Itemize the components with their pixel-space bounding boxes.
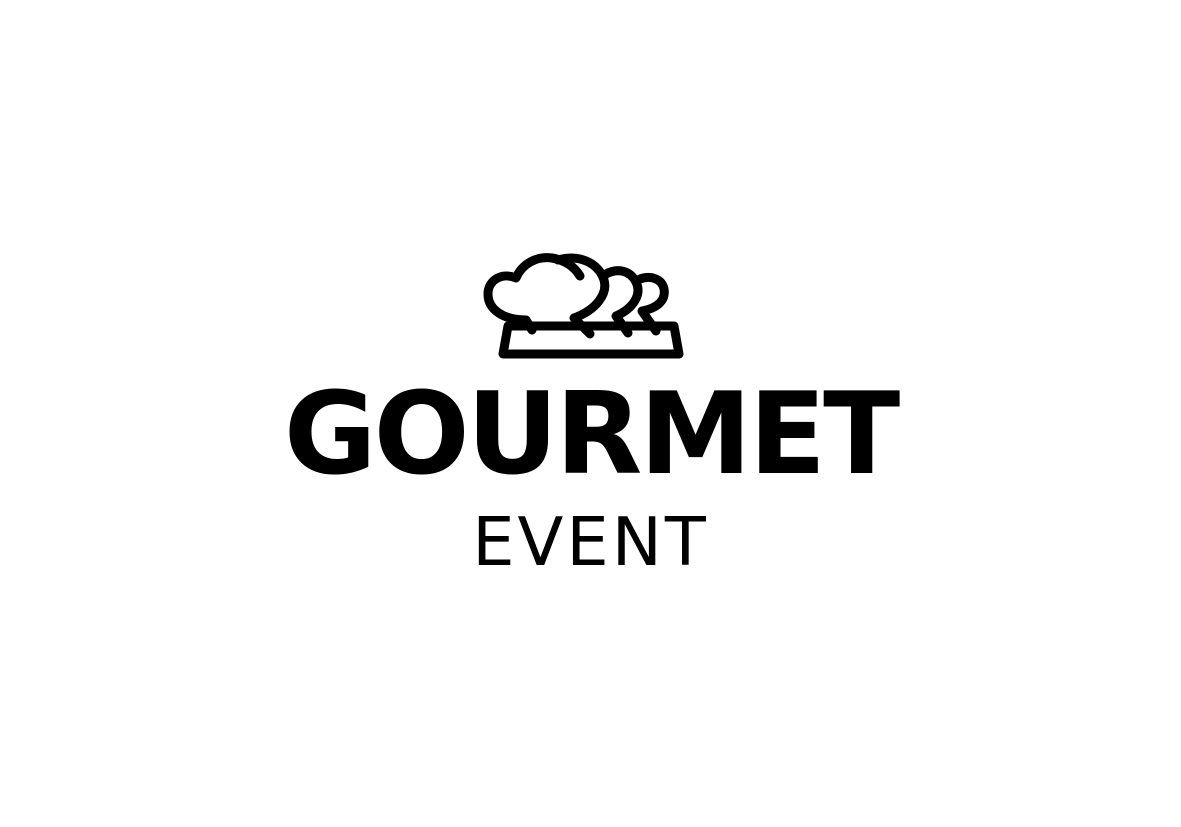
logo-subtitle: EVENT bbox=[472, 503, 709, 581]
chef-hats-icon bbox=[483, 253, 684, 359]
logo-title: GOURMET bbox=[283, 368, 900, 500]
